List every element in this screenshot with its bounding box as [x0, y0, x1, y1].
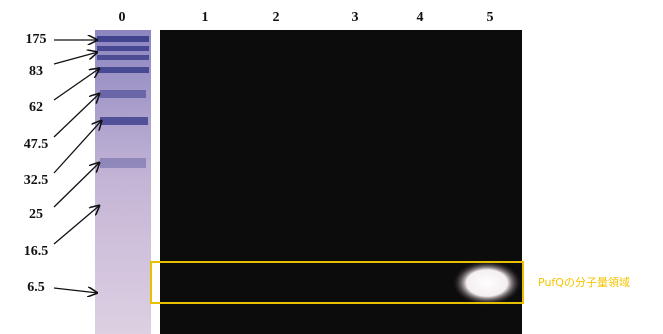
lane-label: 3 [352, 10, 359, 25]
marker-label: 6.5 [27, 280, 45, 295]
marker-label: 83 [29, 64, 43, 79]
marker-arrow [54, 205, 100, 244]
marker-label: 25 [29, 207, 43, 222]
marker-arrow [54, 162, 100, 207]
gel-figure: PufQの分子量領域 0 1 2 3 4 5 175 83 62 47.5 32.5 25 16.5 6.… [0, 0, 663, 334]
lane-label: 0 [119, 10, 126, 25]
marker-label: 32.5 [24, 173, 49, 188]
lane-label: 1 [202, 10, 209, 25]
ladder-lane [95, 30, 151, 334]
annotation: PufQの分子量領域 [538, 275, 630, 289]
figure: PufQの分子量領域 0 1 2 3 4 5 175 83 62 47.5 32.5 25 16.5 6.… [0, 0, 663, 334]
band-glow [453, 261, 521, 305]
marker-label: 47.5 [24, 137, 49, 152]
lane-label: 4 [417, 10, 424, 25]
marker-arrow [54, 288, 98, 293]
marker-arrow [54, 120, 102, 173]
marker-label: 16.5 [24, 244, 49, 259]
lane-label: 5 [487, 10, 494, 25]
marker-arrow [54, 52, 98, 64]
marker-arrow [54, 68, 100, 100]
marker-label: 62 [29, 100, 43, 115]
lane-label: 2 [273, 10, 280, 25]
marker-label: 175 [26, 32, 47, 47]
